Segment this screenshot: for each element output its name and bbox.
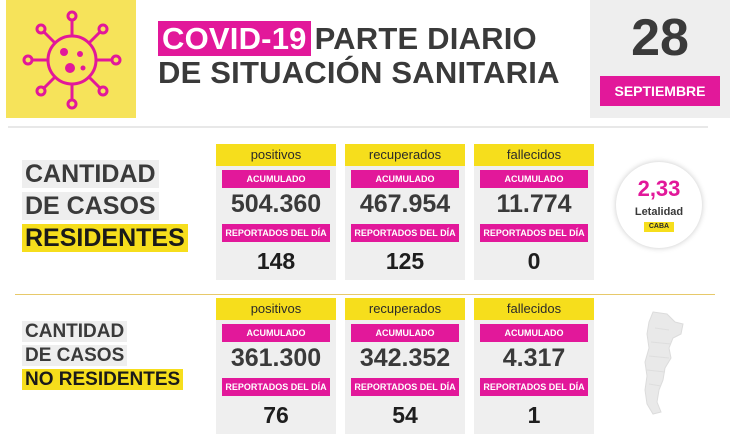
daily-label: REPORTADOS DEL DÍA [351, 378, 459, 396]
card-label: fallecidos [474, 298, 594, 320]
section-title-line: CANTIDAD [22, 321, 128, 342]
section-title-line: DE CASOS [22, 192, 159, 220]
divider [8, 126, 708, 128]
daily-value: 148 [256, 248, 296, 274]
section-title-line: CANTIDAD [22, 160, 159, 188]
daily-value: 76 [263, 402, 289, 428]
accumulated-value: 4.317 [502, 344, 566, 372]
title-highlight: COVID-19 [158, 21, 311, 56]
date-day: 28 [631, 9, 689, 67]
card-label: fallecidos [474, 144, 594, 166]
accumulated-value: 361.300 [230, 344, 322, 372]
date-box: 28 SEPTIEMBRE [590, 0, 730, 118]
section-title-residentes: CANTIDAD DE CASOS RESIDENTES [22, 158, 188, 254]
card-residentes-positivos: positivos ACUMULADO 504.360 REPORTADOS D… [216, 144, 336, 280]
daily-label: REPORTADOS DEL DÍA [351, 224, 459, 242]
virus-logo [6, 0, 136, 118]
daily-value: 1 [527, 402, 541, 428]
card-label: recuperados [345, 144, 465, 166]
accumulated-value: 342.352 [359, 344, 451, 372]
section-title-no-residentes: CANTIDAD DE CASOS NO RESIDENTES [22, 320, 184, 392]
daily-label: REPORTADOS DEL DÍA [222, 224, 330, 242]
section-title-line: NO RESIDENTES [22, 369, 184, 390]
accumulated-label: ACUMULADO [351, 170, 459, 188]
accumulated-label: ACUMULADO [480, 324, 588, 342]
card-label: positivos [216, 144, 336, 166]
argentina-map-icon [644, 311, 684, 415]
letalidad-label: Letalidad [634, 206, 684, 218]
virus-icon [22, 10, 122, 110]
daily-value: 0 [527, 248, 541, 274]
letalidad-tag: CABA [644, 222, 674, 232]
date-month: SEPTIEMBRE [600, 76, 720, 106]
accumulated-label: ACUMULADO [480, 170, 588, 188]
card-no-residentes-fallecidos: fallecidos ACUMULADO 4.317 REPORTADOS DE… [474, 298, 594, 434]
daily-value: 54 [392, 402, 418, 428]
card-residentes-recuperados: recuperados ACUMULADO 467.954 REPORTADOS… [345, 144, 465, 280]
card-label: recuperados [345, 298, 465, 320]
accumulated-label: ACUMULADO [222, 170, 330, 188]
section-title-line: RESIDENTES [22, 224, 188, 252]
daily-label: REPORTADOS DEL DÍA [222, 378, 330, 396]
daily-value: 125 [385, 248, 425, 274]
accumulated-value: 11.774 [496, 190, 572, 218]
divider [15, 294, 715, 295]
accumulated-label: ACUMULADO [222, 324, 330, 342]
title-line1: PARTE DIARIO [314, 21, 537, 56]
card-label: positivos [216, 298, 336, 320]
card-residentes-fallecidos: fallecidos ACUMULADO 11.774 REPORTADOS D… [474, 144, 594, 280]
section-title-line: DE CASOS [22, 345, 128, 366]
accumulated-label: ACUMULADO [351, 324, 459, 342]
page-title: COVID-19 PARTE DIARIO DE SITUACIÓN SANITA… [158, 21, 560, 90]
card-no-residentes-positivos: positivos ACUMULADO 361.300 REPORTADOS D… [216, 298, 336, 434]
letalidad-value: 2,33 [637, 176, 681, 201]
daily-label: REPORTADOS DEL DÍA [480, 378, 588, 396]
accumulated-value: 504.360 [230, 190, 322, 218]
title-line2: DE SITUACIÓN SANITARIA [158, 55, 560, 90]
card-no-residentes-recuperados: recuperados ACUMULADO 342.352 REPORTADOS… [345, 298, 465, 434]
daily-label: REPORTADOS DEL DÍA [480, 224, 588, 242]
accumulated-value: 467.954 [359, 190, 451, 218]
letalidad-badge: 2,33 Letalidad CABA [616, 162, 702, 248]
